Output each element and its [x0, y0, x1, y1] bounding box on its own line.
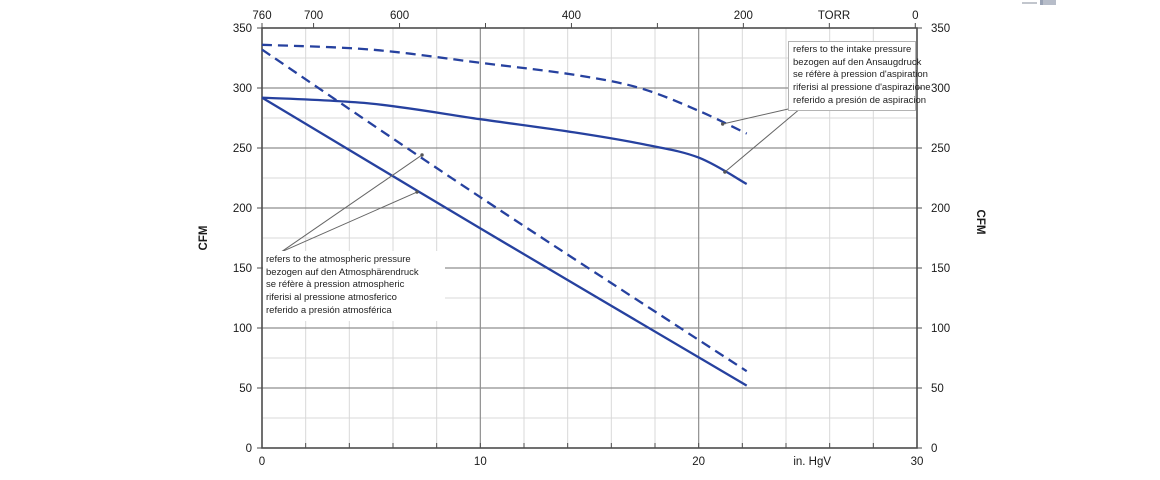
plot-border	[261, 27, 918, 449]
clipped-ui-fragment-icon	[1040, 0, 1056, 5]
series-intake-pressure-dashed	[261, 43, 748, 135]
note-line: se réfère à pression d'aspiration	[793, 69, 928, 81]
callout-dot	[723, 170, 727, 174]
intake-pressure-note: refers to the intake pressure bezogen au…	[788, 41, 931, 111]
y-tick-label-right: 300	[931, 83, 950, 95]
clipped-ui-fragment-icon	[1022, 2, 1037, 4]
y-tick-label-right: 50	[931, 383, 944, 395]
series-atmospheric-pressure-solid	[261, 96, 748, 387]
note-line: referido a presión de aspiracion	[793, 94, 927, 106]
torr-tick-label: 760	[252, 10, 271, 22]
y-tick-label-right: 250	[931, 143, 950, 155]
note-line: bezogen auf den Ansaugdruck	[793, 56, 922, 68]
callout-line	[280, 191, 418, 253]
x-tick-label: 10	[474, 456, 487, 468]
y-tick-label-left: 100	[233, 323, 252, 335]
atmospheric-pressure-note: refers to the atmospheric pressure bezog…	[263, 251, 445, 321]
torr-tick-label: 400	[562, 10, 581, 22]
torr-tick-label: 200	[734, 10, 753, 22]
x-tick-label: 20	[692, 456, 705, 468]
y-tick-label-left: 0	[246, 443, 252, 455]
y-tick-label-left: 150	[233, 263, 252, 275]
top-axis-unit-label: TORR	[818, 10, 850, 22]
note-line: riferisi al pressione atmosferico	[266, 292, 397, 304]
y-axis-label-right: CFM	[974, 210, 986, 235]
y-tick-label-left: 200	[233, 203, 252, 215]
callout-line	[724, 105, 805, 173]
note-line: riferisi al pressione d'aspirazione	[793, 82, 931, 94]
callout-dot	[420, 153, 424, 157]
x-tick-label: 30	[911, 456, 924, 468]
callout-dot	[415, 190, 419, 194]
torr-tick-label: 600	[390, 10, 409, 22]
note-line: refers to the atmospheric pressure	[266, 254, 411, 265]
y-tick-label-right: 200	[931, 203, 950, 215]
torr-tick-label: 0	[912, 10, 918, 22]
x-axis-unit-label: in. HgV	[793, 456, 831, 468]
y-axis-label-left: CFM	[198, 226, 210, 251]
y-tick-label-left: 300	[233, 83, 252, 95]
note-line: referido a presión atmosférica	[266, 304, 392, 316]
x-tick-label: 0	[259, 456, 265, 468]
y-tick-label-left: 350	[233, 23, 252, 35]
note-line: se réfère à pression atmospheric	[266, 279, 405, 291]
y-tick-label-left: 250	[233, 143, 252, 155]
note-line: refers to the intake pressure	[793, 44, 912, 55]
y-tick-label-right: 350	[931, 23, 950, 35]
y-tick-label-right: 0	[931, 443, 937, 455]
y-tick-label-right: 150	[931, 263, 950, 275]
series-intake-pressure-solid	[261, 96, 748, 186]
y-tick-label-left: 50	[239, 383, 252, 395]
series-atmospheric-pressure-dashed	[261, 48, 748, 373]
callout-line	[280, 154, 423, 253]
y-tick-label-right: 100	[931, 323, 950, 335]
note-line: bezogen auf den Atmosphärendruck	[266, 266, 419, 278]
torr-tick-label: 700	[304, 10, 323, 22]
callout-dot	[720, 122, 725, 126]
